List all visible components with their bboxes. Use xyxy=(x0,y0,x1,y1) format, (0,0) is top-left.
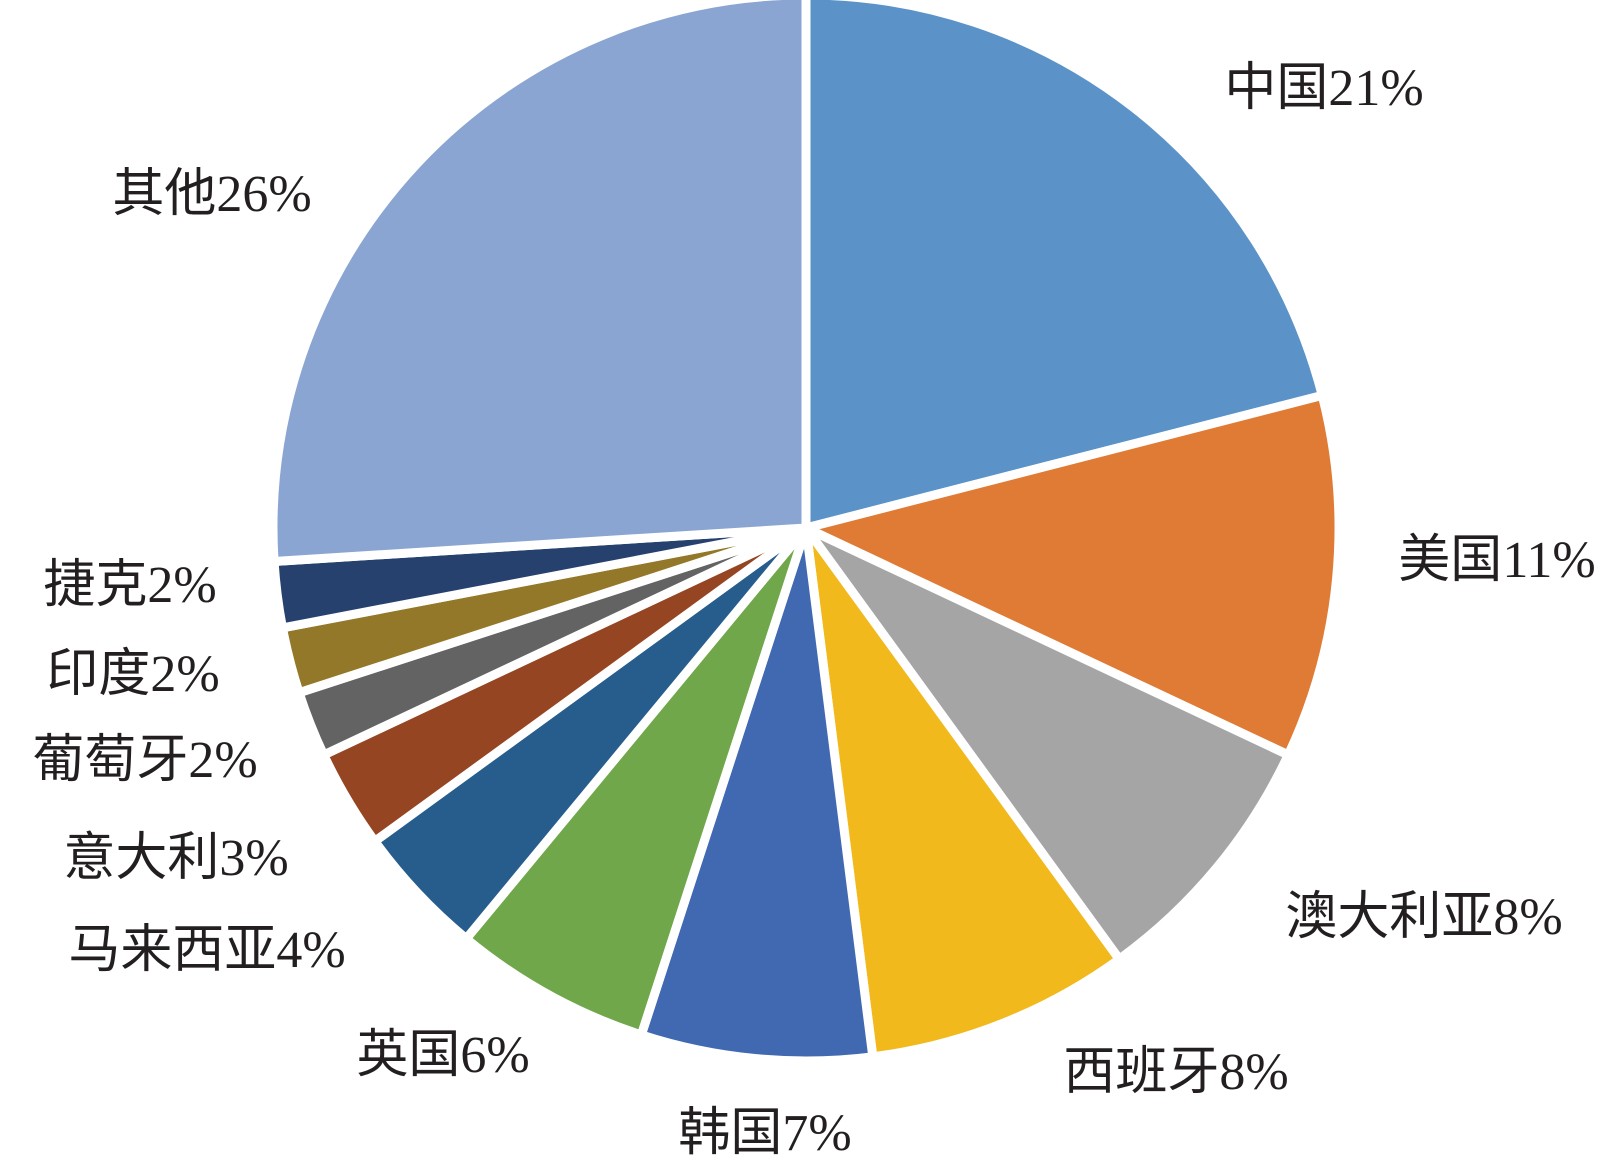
value-label: 21% xyxy=(1328,60,1423,117)
category-name: 英国 xyxy=(356,1027,460,1084)
category-name: 马来西亚 xyxy=(68,922,276,979)
pie-slice xyxy=(801,523,1124,1062)
category-name: 韩国 xyxy=(678,1105,782,1162)
slice-label: 葡萄牙2% xyxy=(32,732,257,789)
value-label: 2% xyxy=(188,732,257,789)
value-label: 26% xyxy=(216,166,311,223)
category-name: 葡萄牙 xyxy=(32,732,188,789)
category-name: 印度 xyxy=(46,646,150,703)
category-name: 其他 xyxy=(112,166,216,223)
slice-label: 英国6% xyxy=(356,1027,529,1084)
category-name: 意大利 xyxy=(63,830,219,887)
pie-slice xyxy=(801,0,1327,533)
slice-label: 印度2% xyxy=(46,646,219,703)
value-label: 11% xyxy=(1502,532,1595,589)
slice-label: 意大利3% xyxy=(63,830,288,887)
value-label: 4% xyxy=(276,922,345,979)
slice-label: 马来西亚4% xyxy=(68,922,345,979)
slice-label: 美国11% xyxy=(1398,532,1595,589)
value-label: 7% xyxy=(782,1105,851,1162)
value-label: 8% xyxy=(1219,1044,1288,1101)
value-label: 2% xyxy=(147,557,216,614)
category-name: 澳大利亚 xyxy=(1285,889,1493,946)
category-name: 中国 xyxy=(1224,60,1328,117)
category-name: 美国 xyxy=(1398,532,1502,589)
pie-slice xyxy=(801,523,1293,964)
value-label: 6% xyxy=(460,1027,529,1084)
pie-slice xyxy=(636,523,878,1066)
pie-slice xyxy=(801,390,1344,760)
value-label: 3% xyxy=(219,830,288,887)
value-label: 2% xyxy=(150,646,219,703)
slice-label: 中国21% xyxy=(1224,60,1423,117)
slice-label: 韩国7% xyxy=(678,1105,851,1162)
category-name: 西班牙 xyxy=(1063,1044,1219,1101)
pie-slice xyxy=(461,523,811,1040)
pie-slice xyxy=(268,0,811,566)
slice-label: 澳大利亚8% xyxy=(1285,889,1562,946)
slice-label: 捷克2% xyxy=(43,557,216,614)
value-label: 8% xyxy=(1493,889,1562,946)
slice-label: 西班牙8% xyxy=(1063,1044,1288,1101)
slice-label: 其他26% xyxy=(112,166,311,223)
category-name: 捷克 xyxy=(43,557,147,614)
